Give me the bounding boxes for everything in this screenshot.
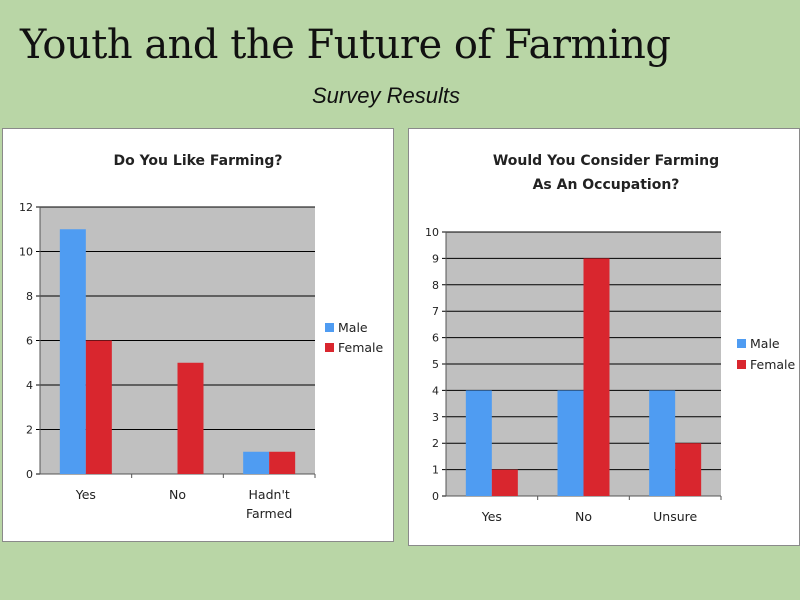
bar-male	[465, 390, 492, 496]
x-category-label: No	[169, 487, 186, 502]
y-tick-label: 0	[26, 468, 33, 481]
y-tick-label: 4	[26, 379, 33, 392]
x-category-label: Hadn't	[249, 487, 290, 502]
legend-label: Male	[338, 320, 368, 335]
y-tick-label: 8	[432, 279, 439, 292]
bar-male	[649, 390, 676, 496]
y-tick-label: 6	[26, 335, 33, 348]
x-category-label: Yes	[481, 509, 502, 524]
bar-female	[85, 340, 112, 474]
x-category-label: No	[575, 509, 592, 524]
bar-male	[557, 390, 584, 496]
chart-consider-occupation: Would You Consider Farming As An Occupati…	[425, 153, 796, 524]
legend-swatch	[325, 323, 334, 332]
slide-subtitle: Survey Results	[312, 83, 460, 108]
y-tick-label: 6	[432, 332, 439, 345]
y-tick-label: 8	[26, 290, 33, 303]
legend-label: Female	[750, 357, 796, 372]
legend-swatch	[325, 343, 334, 352]
chart-title-line: Would You Consider Farming	[493, 153, 719, 169]
chart-panel-like-farming: Do You Like Farming? 0 2 4 6 8 10 12 Yes No Hadn't…	[2, 128, 394, 542]
bar-male	[243, 451, 270, 474]
y-tick-label: 3	[432, 411, 439, 424]
y-tick-label: 7	[432, 305, 439, 318]
x-category-label: Yes	[75, 487, 96, 502]
y-tick-label: 2	[26, 424, 33, 437]
y-tick-label: 12	[19, 201, 33, 214]
y-tick-label: 0	[432, 490, 439, 503]
bar-female	[675, 443, 702, 496]
y-tick-label: 5	[432, 358, 439, 371]
slide-title: Youth and the Future of Farming	[20, 22, 671, 68]
legend-label: Female	[338, 340, 384, 355]
x-category-label: Unsure	[653, 509, 697, 524]
bar-female	[583, 258, 610, 496]
chart-title-line: Do You Like Farming?	[113, 153, 282, 169]
legend-swatch	[737, 339, 746, 348]
legend-label: Male	[750, 336, 780, 351]
y-tick-label: 10	[19, 246, 33, 259]
chart-panel-consider-occupation: Would You Consider Farming As An Occupati…	[408, 128, 800, 546]
y-tick-label: 10	[425, 226, 439, 239]
chart-title-line: As An Occupation?	[533, 177, 680, 193]
bar-male	[59, 229, 86, 474]
bar-female	[269, 451, 296, 474]
y-tick-label: 1	[432, 464, 439, 477]
chart-like-farming: Do You Like Farming? 0 2 4 6 8 10 12 Yes No Hadn't…	[19, 153, 384, 521]
bar-female	[177, 362, 204, 474]
y-tick-label: 4	[432, 384, 439, 397]
y-tick-label: 2	[432, 437, 439, 450]
y-tick-label: 9	[432, 252, 439, 265]
x-category-label: Farmed	[246, 506, 292, 521]
legend-swatch	[737, 360, 746, 369]
bar-female	[491, 469, 518, 496]
